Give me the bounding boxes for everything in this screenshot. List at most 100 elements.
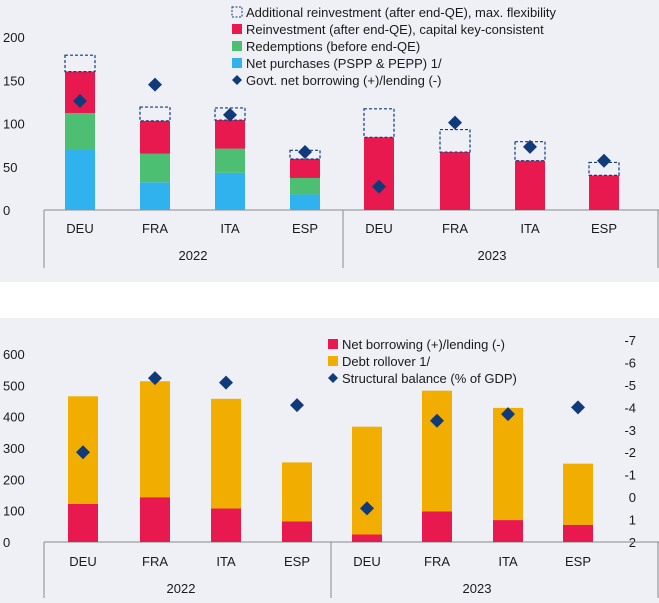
legend-swatch: [232, 41, 242, 51]
marker-point: [298, 145, 312, 160]
y2-tick-label: -7: [624, 333, 636, 348]
x-tick-label: FRA: [424, 554, 450, 569]
legend-label: Debt rollover 1/: [342, 354, 431, 369]
legend-marker: [328, 373, 338, 383]
marker-point: [501, 407, 515, 422]
y-tick-label: 200: [3, 30, 25, 45]
bar-segment: [215, 120, 245, 149]
x-tick-label: FRA: [142, 221, 168, 236]
y2-tick-label: -6: [624, 355, 636, 370]
legend-swatch: [232, 24, 242, 34]
legend-label: Additional reinvestment (after end-QE), …: [246, 5, 556, 20]
bar-segment: [215, 148, 245, 173]
y2-tick-label: -1: [624, 468, 636, 483]
y-tick-label: 50: [3, 160, 17, 175]
legend-swatch: [232, 58, 242, 68]
y2-tick-label: 0: [629, 490, 636, 505]
bar-segment: [140, 182, 170, 210]
marker-point: [448, 115, 462, 130]
bar-segment-outline: [439, 128, 471, 153]
y-tick-label: 300: [3, 441, 25, 456]
marker-point: [571, 400, 585, 415]
x-tick-label: ESP: [565, 554, 591, 569]
y-tick-label: 400: [3, 410, 25, 425]
y-tick-label: 600: [3, 347, 25, 362]
legend-swatch: [328, 356, 338, 366]
y-tick-label: 500: [3, 378, 25, 393]
bar-segment: [440, 152, 470, 210]
bar-segment: [65, 149, 95, 210]
y2-tick-label: -4: [624, 400, 636, 415]
x-tick-label: DEU: [69, 554, 96, 569]
top-chart: 0 50 100 150 200 DEU FRA ITA ESP DEU FRA ITA ESP 2022…: [3, 5, 659, 268]
marker-point: [219, 375, 233, 390]
bar-segment: [282, 521, 312, 542]
group-label: 2023: [478, 248, 507, 263]
bar-segment: [140, 120, 170, 154]
legend-swatch: [328, 339, 338, 349]
legend-label: Govt. net borrowing (+)/lending (-): [246, 73, 441, 88]
marker-point: [223, 107, 237, 122]
x-tick-label: ITA: [498, 554, 518, 569]
legend-label: Reinvestment (after end-QE), capital key…: [246, 22, 544, 37]
y-tick-label: 100: [3, 504, 25, 519]
bar-segment: [215, 172, 245, 210]
bar-segment: [563, 463, 593, 525]
bar-segment: [364, 137, 394, 210]
bar-segment: [515, 160, 545, 210]
bar-segment: [589, 175, 619, 210]
bar-segment: [563, 524, 593, 542]
y-tick-label: 0: [3, 203, 10, 218]
bar-segment: [211, 398, 241, 509]
x-tick-label: ESP: [591, 221, 617, 236]
bar-segment: [290, 158, 320, 178]
bar-segment: [493, 407, 523, 521]
x-tick-label: FRA: [142, 554, 168, 569]
y-tick-label: 100: [3, 117, 25, 132]
group-label: 2022: [179, 248, 208, 263]
x-tick-label: ITA: [220, 221, 240, 236]
top-chart-panel: [0, 0, 659, 282]
legend-swatch: [231, 6, 243, 18]
bottom-chart: 0100200300400500600210-1-2-3-4-5-6-7DEUF…: [3, 333, 659, 598]
x-tick-label: FRA: [442, 221, 468, 236]
y2-tick-label: 1: [629, 513, 636, 528]
legend-label: Net purchases (PSPP & PEPP) 1/: [246, 56, 442, 71]
marker-point: [597, 153, 611, 168]
x-tick-label: DEU: [353, 554, 380, 569]
y2-tick-label: -5: [624, 378, 636, 393]
x-tick-label: DEU: [365, 221, 392, 236]
y2-tick-label: -3: [624, 423, 636, 438]
y2-tick-label: -2: [624, 445, 636, 460]
group-label: 2022: [167, 581, 196, 596]
bar-segment: [140, 153, 170, 183]
bar-segment: [282, 462, 312, 522]
x-tick-label: ITA: [520, 221, 540, 236]
marker-point: [430, 413, 444, 428]
x-tick-label: ESP: [284, 554, 310, 569]
bar-segment: [140, 497, 170, 542]
y-tick-label: 150: [3, 73, 25, 88]
y-tick-label: 0: [3, 535, 10, 550]
x-tick-label: DEU: [66, 221, 93, 236]
legend-marker: [232, 75, 242, 85]
legend-label: Net borrowing (+)/lending (-): [342, 337, 505, 352]
x-tick-label: ITA: [216, 554, 236, 569]
bar-segment: [352, 534, 382, 542]
x-tick-label: ESP: [292, 221, 318, 236]
bar-segment: [68, 503, 98, 542]
marker-point: [523, 139, 537, 154]
bar-segment-outline: [64, 54, 96, 73]
bar-segment-outline: [139, 106, 171, 122]
bar-segment: [352, 426, 382, 535]
bar-segment: [140, 381, 170, 498]
bar-segment: [290, 194, 320, 210]
marker-point: [73, 94, 87, 109]
bar-segment: [290, 177, 320, 195]
bar-segment-outline: [363, 108, 395, 138]
marker-point: [148, 371, 162, 386]
marker-point: [372, 179, 386, 194]
group-label: 2023: [463, 581, 492, 596]
marker-point: [290, 398, 304, 413]
